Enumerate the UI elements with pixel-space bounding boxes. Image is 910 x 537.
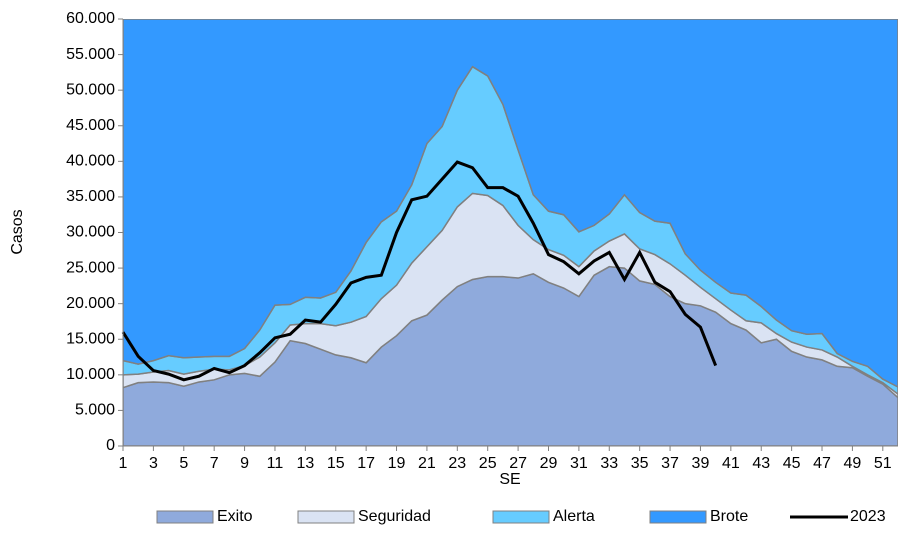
x-tick-label: 35 xyxy=(631,455,649,472)
x-tick-label: 17 xyxy=(357,455,375,472)
legend-label: Alerta xyxy=(553,508,595,525)
legend-swatch xyxy=(156,510,214,524)
legend-swatch xyxy=(297,510,355,524)
x-tick-label: 3 xyxy=(149,455,158,472)
y-tick-label: 50.000 xyxy=(66,81,115,98)
x-tick-label: 7 xyxy=(210,455,219,472)
y-tick-label: 20.000 xyxy=(66,295,115,312)
x-tick-label: 43 xyxy=(752,455,770,472)
x-tick-label: 31 xyxy=(570,455,588,472)
x-axis-title: SE xyxy=(499,471,520,488)
y-tick-label: 60.000 xyxy=(66,10,115,27)
x-tick-label: 13 xyxy=(296,455,314,472)
x-tick-label: 25 xyxy=(479,455,497,472)
x-tick-label: 39 xyxy=(692,455,710,472)
x-tick-label: 19 xyxy=(388,455,406,472)
x-tick-label: 15 xyxy=(327,455,345,472)
area-3 xyxy=(123,19,898,388)
y-tick-label: 55.000 xyxy=(66,46,115,63)
x-tick-label: 47 xyxy=(813,455,831,472)
y-tick-label: 30.000 xyxy=(66,224,115,241)
y-axis-title: Casos xyxy=(9,209,26,254)
x-tick-label: 11 xyxy=(267,455,284,472)
x-tick-label: 29 xyxy=(540,455,558,472)
x-tick-label: 33 xyxy=(600,455,618,472)
legend-label: 2023 xyxy=(850,508,886,525)
y-tick-label: 40.000 xyxy=(66,153,115,170)
x-tick-label: 41 xyxy=(722,455,740,472)
x-tick-label: 21 xyxy=(418,455,436,472)
x-tick-label: 9 xyxy=(240,455,249,472)
legend-label: Seguridad xyxy=(358,508,431,525)
y-tick-label: 10.000 xyxy=(66,366,115,383)
y-tick-label: 45.000 xyxy=(66,117,115,134)
legend-swatch xyxy=(649,510,707,524)
y-tick-label: 15.000 xyxy=(66,330,115,347)
x-tick-label: 51 xyxy=(874,455,892,472)
x-tick-label: 37 xyxy=(661,455,679,472)
line-2023 xyxy=(121,160,718,382)
x-tick-label: 23 xyxy=(448,455,466,472)
y-tick-label: 5.000 xyxy=(75,402,115,419)
legend-label: Brote xyxy=(710,508,748,525)
legend-swatch xyxy=(492,510,550,524)
x-tick-label: 27 xyxy=(509,455,527,472)
x-tick-label: 45 xyxy=(783,455,801,472)
x-tick-label: 49 xyxy=(844,455,862,472)
y-tick-label: 0 xyxy=(106,437,115,454)
y-tick-label: 25.000 xyxy=(66,259,115,276)
x-tick-label: 5 xyxy=(179,455,188,472)
legend-label: Exito xyxy=(217,508,253,525)
x-tick-label: 1 xyxy=(119,455,128,472)
y-tick-label: 35.000 xyxy=(66,188,115,205)
